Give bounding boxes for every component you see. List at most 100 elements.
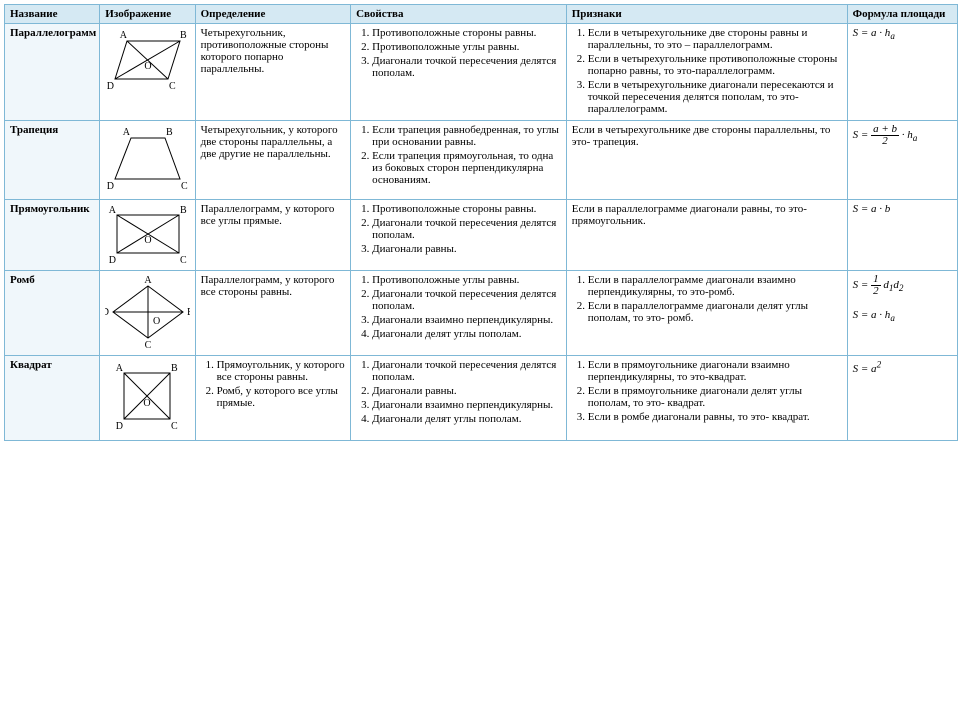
signs-cell: Если в четырехугольнике две стороны пара… [566, 121, 847, 200]
svg-text:A: A [116, 363, 124, 374]
row-rectangle: Прямоугольник AB CD O Параллелограмм, у … [5, 200, 958, 271]
formula-cell: S = a2 [847, 356, 957, 441]
svg-text:B: B [180, 30, 187, 41]
signs-text: Если в параллелограмме диагонали равны, … [572, 203, 807, 227]
svg-text:A: A [145, 275, 153, 286]
col-properties: Свойства [351, 5, 567, 24]
trapezoid-diagram: A B C D [105, 124, 190, 196]
svg-text:O: O [144, 398, 151, 409]
list-item: Диагонали равны. [372, 385, 561, 397]
properties-cell: Противоположные стороны равны. Диагонали … [351, 200, 567, 271]
list-item: Диагонали взаимно перпендикулярны. [372, 399, 561, 411]
col-image: Изображение [100, 5, 195, 24]
row-parallelogram: Параллелограмм A B C D O Четырехугольник, … [5, 24, 958, 121]
definition-cell: Параллелограмм, у которого все углы прям… [195, 200, 350, 271]
list-item: Противоположные углы равны. [372, 274, 561, 286]
list-item: Если в прямоугольнике диагонали взаимно … [588, 359, 842, 383]
list-item: Прямоугольник, у которого все стороны ра… [217, 359, 345, 383]
svg-text:A: A [109, 205, 117, 216]
svg-text:C: C [181, 181, 188, 192]
svg-text:O: O [145, 61, 152, 72]
properties-cell: Противоположные стороны равны. Противопол… [351, 24, 567, 121]
svg-text:B: B [180, 205, 187, 216]
list-item: Противоположные углы равны. [372, 41, 561, 53]
image-cell: A B C D O [100, 271, 195, 356]
list-item: Противоположные стороны равны. [372, 203, 561, 215]
rectangle-diagram: AB CD O [105, 203, 190, 267]
svg-text:D: D [116, 421, 123, 432]
svg-text:A: A [120, 30, 128, 41]
image-cell: A B C D O [100, 24, 195, 121]
row-square: Квадрат A B C D O Прямоугольник, у которог… [5, 356, 958, 441]
svg-text:C: C [180, 255, 187, 266]
svg-text:B: B [171, 363, 178, 374]
list-item: Если в прямоугольнике диагонали делят уг… [588, 385, 842, 409]
properties-cell: Диагонали точкой пересечения делятся поп… [351, 356, 567, 441]
svg-text:O: O [153, 316, 160, 327]
col-definition: Определение [195, 5, 350, 24]
list-item: Диагонали точкой пересечения делятся поп… [372, 217, 561, 241]
row-trapezoid: Трапеция A B C D Четырехугольник, у которо… [5, 121, 958, 200]
definition-text: Параллелограмм, у которого все стороны р… [201, 274, 335, 298]
signs-text: Если в четырехугольнике две стороны пара… [572, 124, 831, 148]
quadrilaterals-table: Название Изображение Определение Свойств… [4, 4, 958, 441]
image-cell: A B C D O [100, 356, 195, 441]
signs-cell: Если в прямоугольнике диагонали взаимно … [566, 356, 847, 441]
list-item: Если в ромбе диагонали равны, то это- кв… [588, 411, 842, 423]
svg-text:C: C [145, 340, 152, 351]
definition-cell: Четырехугольник, у которого две стороны … [195, 121, 350, 200]
list-item: Диагонали равны. [372, 243, 561, 255]
svg-text:C: C [171, 421, 178, 432]
col-signs: Признаки [566, 5, 847, 24]
signs-cell: Если в параллелограмме диагонали взаимно… [566, 271, 847, 356]
svg-text:D: D [109, 255, 116, 266]
list-item: Диагонали точкой пересечения делятся поп… [372, 288, 561, 312]
image-cell: A B C D [100, 121, 195, 200]
definition-cell: Четырехугольник, противоположные стороны… [195, 24, 350, 121]
formula-cell: S = a · b [847, 200, 957, 271]
list-item: Если в параллелограмме диагонали взаимно… [588, 274, 842, 298]
svg-text:D: D [107, 181, 114, 192]
list-item: Если в четырехугольнике диагонали пересе… [588, 79, 842, 115]
formula-cell: S = a + b2 · ha [847, 121, 957, 200]
name-cell: Прямоугольник [5, 200, 100, 271]
signs-cell: Если в параллелограмме диагонали равны, … [566, 200, 847, 271]
list-item: Если в параллелограмме диагонали делят у… [588, 300, 842, 324]
list-item: Если в четырехугольнике противоположные … [588, 53, 842, 77]
definition-cell: Параллелограмм, у которого все стороны р… [195, 271, 350, 356]
definition-text: Четырехугольник, противоположные стороны… [201, 27, 329, 75]
list-item: Противоположные стороны равны. [372, 27, 561, 39]
properties-cell: Если трапеция равнобедренная, то углы пр… [351, 121, 567, 200]
col-name: Название [5, 5, 100, 24]
list-item: Диагонали точкой пересечения делятся поп… [372, 55, 561, 79]
row-rhombus: Ромб A B C D O Параллелограмм, у которого … [5, 271, 958, 356]
svg-text:B: B [187, 307, 190, 318]
svg-text:A: A [123, 127, 131, 138]
list-item: Диагонали делят углы пополам. [372, 413, 561, 425]
list-item: Если трапеция равнобедренная, то углы пр… [372, 124, 561, 148]
signs-cell: Если в четырехугольнике две стороны равн… [566, 24, 847, 121]
formula-cell: S = 12 d1d2S = a · ha [847, 271, 957, 356]
name-cell: Ромб [5, 271, 100, 356]
list-item: Диагонали взаимно перпендикулярны. [372, 314, 561, 326]
list-item: Если трапеция прямоугольная, то одна из … [372, 150, 561, 186]
square-diagram: A B C D O [108, 359, 186, 437]
col-formula: Формула площади [847, 5, 957, 24]
list-item: Если в четырехугольнике две стороны равн… [588, 27, 842, 51]
name-cell: Трапеция [5, 121, 100, 200]
svg-text:D: D [107, 81, 114, 92]
name-cell: Параллелограмм [5, 24, 100, 121]
definition-cell: Прямоугольник, у которого все стороны ра… [195, 356, 350, 441]
list-item: Ромб, у которого все углы прямые. [217, 385, 345, 409]
rhombus-diagram: A B C D O [105, 274, 190, 352]
definition-text: Четырехугольник, у которого две стороны … [201, 124, 338, 160]
svg-text:C: C [169, 81, 176, 92]
name-cell: Квадрат [5, 356, 100, 441]
list-item: Диагонали точкой пересечения делятся поп… [372, 359, 561, 383]
properties-cell: Противоположные углы равны. Диагонали точ… [351, 271, 567, 356]
list-item: Диагонали делят углы пополам. [372, 328, 561, 340]
header-row: Название Изображение Определение Свойств… [5, 5, 958, 24]
svg-text:D: D [105, 307, 109, 318]
image-cell: AB CD O [100, 200, 195, 271]
svg-text:B: B [166, 127, 173, 138]
